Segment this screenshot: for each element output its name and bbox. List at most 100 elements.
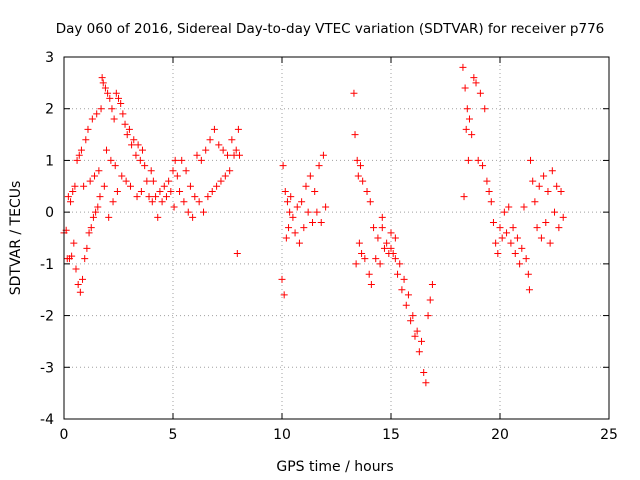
data-point	[315, 162, 323, 170]
y-tick-label: 1	[45, 153, 54, 169]
data-point	[409, 312, 417, 320]
data-point	[280, 291, 288, 299]
data-point	[123, 131, 131, 139]
data-point	[281, 187, 289, 195]
x-tick-label: 10	[273, 427, 291, 443]
data-point	[487, 198, 495, 206]
data-point	[424, 312, 432, 320]
x-tick-label: 25	[600, 427, 618, 443]
data-point	[353, 156, 361, 164]
data-point	[396, 260, 404, 268]
data-point	[387, 244, 395, 252]
data-point	[148, 198, 156, 206]
data-point	[99, 79, 107, 87]
data-point	[76, 288, 84, 296]
data-point	[542, 218, 550, 226]
data-point	[293, 203, 301, 211]
data-point	[546, 239, 554, 247]
data-point	[119, 110, 127, 118]
data-point	[319, 151, 327, 159]
data-point	[75, 151, 83, 159]
data-point	[531, 198, 539, 206]
data-point	[295, 239, 303, 247]
data-point	[73, 156, 81, 164]
data-point	[81, 255, 89, 263]
data-point	[104, 89, 112, 97]
data-point	[351, 131, 359, 139]
data-point	[171, 156, 179, 164]
data-point	[411, 332, 419, 340]
data-point	[462, 125, 470, 133]
data-point	[122, 177, 130, 185]
data-point	[87, 224, 95, 232]
data-point	[170, 203, 178, 211]
data-point	[215, 141, 223, 149]
data-point	[283, 198, 291, 206]
data-point	[234, 125, 242, 133]
data-point	[109, 198, 117, 206]
data-point	[533, 224, 541, 232]
data-point	[145, 193, 153, 201]
data-point	[520, 203, 528, 211]
data-point	[217, 177, 225, 185]
data-point	[398, 286, 406, 294]
data-point	[463, 105, 471, 113]
data-point	[420, 368, 428, 376]
data-point	[132, 151, 140, 159]
data-point	[108, 105, 116, 113]
x-tick-label: 15	[382, 427, 400, 443]
data-point	[204, 193, 212, 201]
x-axis-label: GPS time / hours	[276, 459, 393, 475]
data-point	[537, 234, 545, 242]
data-point	[279, 162, 287, 170]
data-point	[221, 172, 229, 180]
data-point	[465, 115, 473, 123]
x-tick-label: 0	[60, 427, 69, 443]
data-point	[426, 296, 434, 304]
data-point	[354, 172, 362, 180]
data-point	[322, 203, 330, 211]
data-point	[95, 167, 103, 175]
data-point	[213, 182, 221, 190]
data-point	[313, 208, 321, 216]
data-point	[350, 89, 358, 97]
data-point	[372, 255, 380, 263]
data-point	[110, 115, 118, 123]
data-point	[460, 193, 468, 201]
data-point	[485, 187, 493, 195]
data-point	[400, 275, 408, 283]
data-point	[553, 182, 561, 190]
data-points	[60, 63, 567, 387]
data-point	[492, 239, 500, 247]
data-point	[367, 281, 375, 289]
data-point	[96, 193, 104, 201]
data-point	[306, 172, 314, 180]
data-point	[208, 187, 216, 195]
data-point	[232, 146, 240, 154]
data-point	[167, 187, 175, 195]
data-point	[551, 208, 558, 216]
data-point	[391, 255, 399, 263]
data-point	[152, 193, 160, 201]
y-tick-label: -3	[40, 360, 54, 376]
data-point	[529, 177, 537, 185]
data-point	[226, 167, 234, 175]
data-point	[500, 208, 508, 216]
data-point	[79, 275, 87, 283]
data-point	[285, 224, 293, 232]
data-point	[365, 270, 373, 278]
data-point	[112, 89, 120, 97]
data-point	[138, 146, 146, 154]
data-point	[376, 260, 384, 268]
data-point	[68, 252, 76, 260]
data-point	[158, 198, 166, 206]
data-point	[557, 187, 565, 195]
data-point	[498, 234, 506, 242]
data-point	[169, 167, 177, 175]
data-point	[91, 172, 99, 180]
data-point	[358, 250, 366, 258]
data-point	[77, 146, 85, 154]
data-point	[298, 198, 306, 206]
data-point	[518, 244, 526, 252]
